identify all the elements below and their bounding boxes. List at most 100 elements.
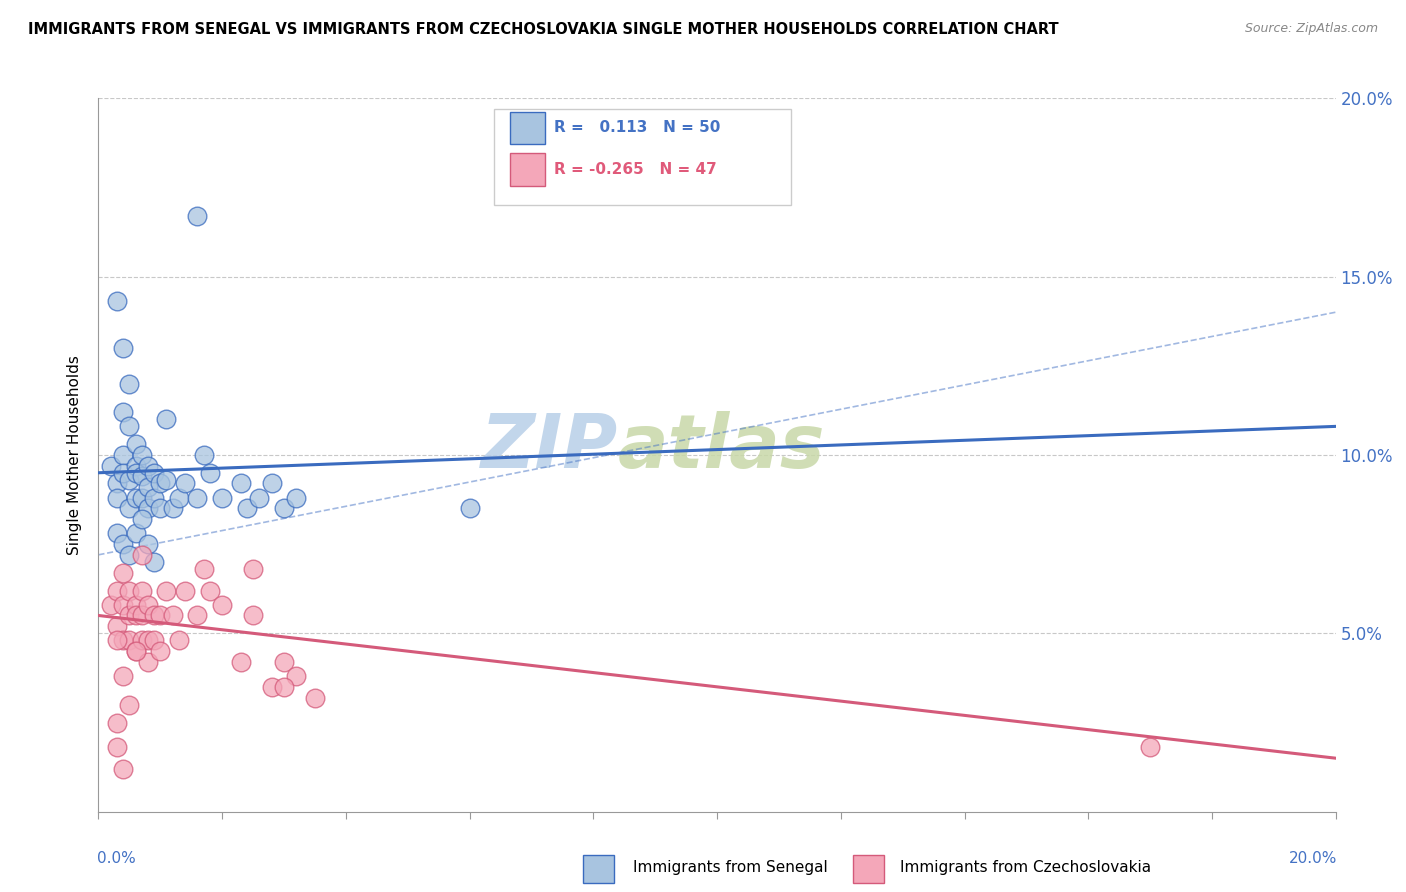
Point xyxy=(112,669,135,683)
Point xyxy=(131,633,153,648)
Text: Source: ZipAtlas.com: Source: ZipAtlas.com xyxy=(1244,22,1378,36)
Point xyxy=(124,491,146,505)
Point xyxy=(118,376,141,391)
Point xyxy=(1139,740,1161,755)
Point xyxy=(211,491,233,505)
FancyBboxPatch shape xyxy=(495,109,792,205)
Point xyxy=(285,669,308,683)
Point xyxy=(124,458,146,473)
Point xyxy=(112,448,135,462)
Point xyxy=(112,633,135,648)
Point xyxy=(136,633,159,648)
Point xyxy=(112,762,135,776)
Point xyxy=(112,466,135,480)
Point xyxy=(162,608,184,623)
Point xyxy=(136,598,159,612)
Point xyxy=(242,562,264,576)
Point xyxy=(131,491,153,505)
Point xyxy=(136,501,159,516)
Point xyxy=(124,466,146,480)
Point xyxy=(186,491,208,505)
Point xyxy=(118,419,141,434)
Point xyxy=(124,526,146,541)
Text: 20.0%: 20.0% xyxy=(1288,851,1337,866)
Y-axis label: Single Mother Households: Single Mother Households xyxy=(67,355,83,555)
FancyBboxPatch shape xyxy=(510,112,546,144)
Point xyxy=(162,501,184,516)
Point xyxy=(105,619,128,633)
Point xyxy=(273,501,295,516)
Point xyxy=(105,476,128,491)
Point xyxy=(131,608,153,623)
Point xyxy=(285,491,308,505)
Point xyxy=(118,633,141,648)
Point xyxy=(167,633,190,648)
Point xyxy=(105,740,128,755)
Point xyxy=(143,555,166,569)
Point xyxy=(131,583,153,598)
Point xyxy=(124,644,146,658)
Text: R = -0.265   N = 47: R = -0.265 N = 47 xyxy=(554,162,717,177)
Point xyxy=(136,480,159,494)
Point xyxy=(242,608,264,623)
Text: IMMIGRANTS FROM SENEGAL VS IMMIGRANTS FROM CZECHOSLOVAKIA SINGLE MOTHER HOUSEHOL: IMMIGRANTS FROM SENEGAL VS IMMIGRANTS FR… xyxy=(28,22,1059,37)
Point xyxy=(149,476,172,491)
Point xyxy=(112,537,135,551)
Point xyxy=(112,405,135,419)
Text: Immigrants from Czechoslovakia: Immigrants from Czechoslovakia xyxy=(900,860,1152,874)
Point xyxy=(105,294,128,309)
Point xyxy=(136,655,159,669)
Point xyxy=(143,633,166,648)
Point xyxy=(105,583,128,598)
Point xyxy=(155,473,177,487)
Point xyxy=(131,448,153,462)
Point xyxy=(124,437,146,451)
Point xyxy=(193,562,215,576)
Point xyxy=(131,548,153,562)
Point xyxy=(136,537,159,551)
Point xyxy=(136,458,159,473)
Point xyxy=(229,655,252,669)
Point xyxy=(105,633,128,648)
Point xyxy=(273,655,295,669)
Point xyxy=(118,608,141,623)
Point xyxy=(143,491,166,505)
Point xyxy=(143,608,166,623)
Point xyxy=(118,548,141,562)
Point xyxy=(112,341,135,355)
Point xyxy=(198,583,221,598)
Point xyxy=(118,473,141,487)
Point xyxy=(118,583,141,598)
FancyBboxPatch shape xyxy=(510,153,546,186)
Point xyxy=(155,412,177,426)
Point xyxy=(105,526,128,541)
Point xyxy=(273,680,295,694)
Point xyxy=(112,566,135,580)
Point xyxy=(131,469,153,483)
Point xyxy=(149,501,172,516)
Text: atlas: atlas xyxy=(619,411,825,484)
Point xyxy=(186,209,208,223)
Point xyxy=(304,690,326,705)
Point xyxy=(124,598,146,612)
Point xyxy=(167,491,190,505)
Point xyxy=(112,598,135,612)
Point xyxy=(124,608,146,623)
Point xyxy=(131,512,153,526)
Point xyxy=(118,698,141,712)
Point xyxy=(149,608,172,623)
Point xyxy=(118,501,141,516)
Point xyxy=(260,476,283,491)
Point xyxy=(174,476,197,491)
Point xyxy=(174,583,197,598)
Point xyxy=(247,491,270,505)
Point xyxy=(236,501,259,516)
Text: 0.0%: 0.0% xyxy=(97,851,136,866)
Point xyxy=(124,644,146,658)
Point xyxy=(155,583,177,598)
Point xyxy=(229,476,252,491)
Point xyxy=(198,466,221,480)
Point xyxy=(458,501,481,516)
Point xyxy=(149,644,172,658)
Point xyxy=(211,598,233,612)
